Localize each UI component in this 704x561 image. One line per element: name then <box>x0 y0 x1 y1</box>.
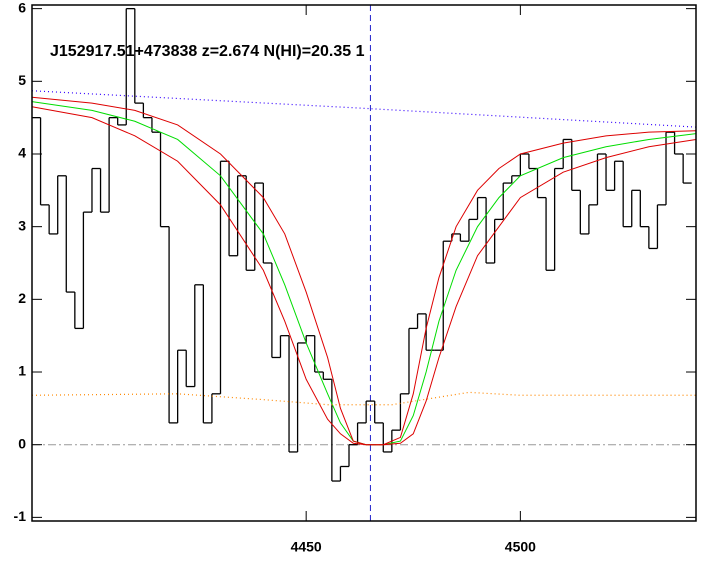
y-tick-label: 6 <box>18 0 26 15</box>
plot-frame <box>31 4 697 522</box>
y-tick-label: 3 <box>18 217 26 233</box>
dotted-curve <box>31 391 696 406</box>
y-tick-label: -1 <box>14 508 27 524</box>
y-tick-label: 0 <box>18 435 26 451</box>
fit-curve <box>31 101 697 446</box>
x-tick-label: 4500 <box>505 539 536 555</box>
y-tick-label: 4 <box>18 145 26 161</box>
y-tick-label: 2 <box>18 290 26 306</box>
dotted-curve <box>31 90 697 128</box>
y-tick-label: 5 <box>18 72 26 88</box>
x-tick-label: 4450 <box>291 539 322 555</box>
y-tick-label: 1 <box>18 363 26 379</box>
chart-title: J152917.51+473838 z=2.674 N(HI)=20.35 1 <box>50 43 365 60</box>
fit-curve <box>31 106 697 446</box>
